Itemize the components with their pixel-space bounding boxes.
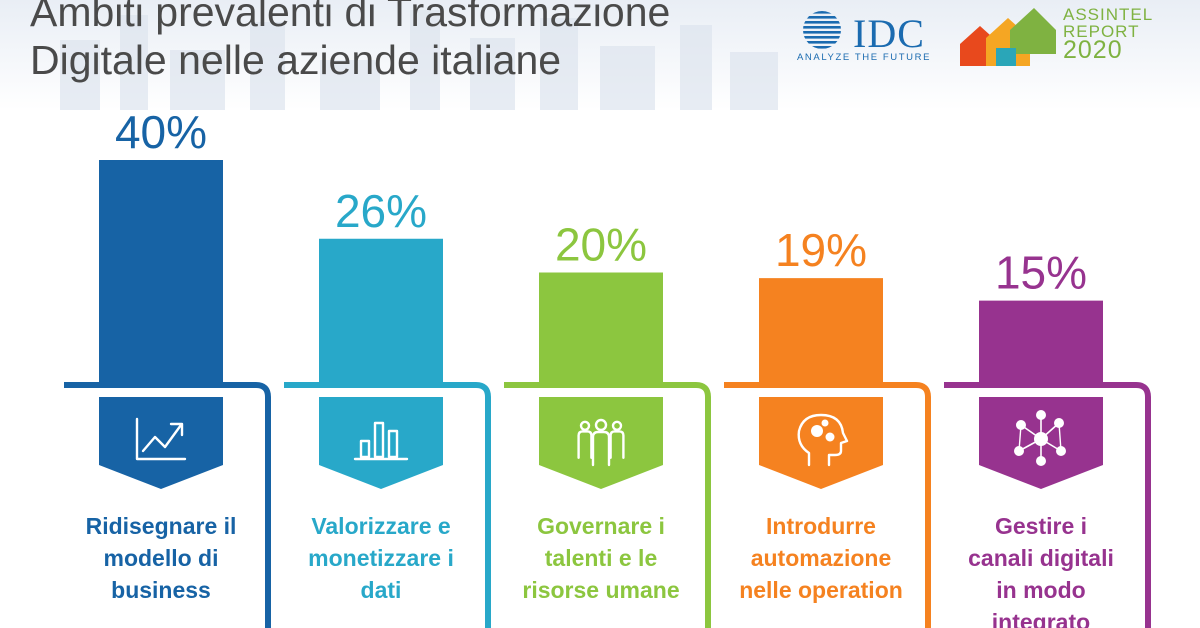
bracket-line <box>284 382 491 628</box>
assintel-houses-icon <box>960 8 1056 66</box>
category-label: monetizzare i <box>308 545 454 571</box>
icon-tab <box>319 397 443 489</box>
category-label: Introdurre <box>766 513 876 539</box>
value-label: 15% <box>995 247 1087 299</box>
idc-logo-word: IDC <box>853 11 925 56</box>
assintel-line-3: 2020 <box>1063 36 1123 64</box>
category-label: integrato <box>992 609 1090 628</box>
category-label: Governare i <box>537 513 665 539</box>
value-label: 19% <box>775 224 867 276</box>
idc-logo: IDC ANALYZE THE FUTURE <box>795 8 945 68</box>
bar-group: 40% Ridisegnare il modello di business <box>64 106 271 628</box>
brain-gears-icon <box>797 413 849 467</box>
title-line-1: Ambiti prevalenti di Trasformazione <box>30 0 671 35</box>
idc-logo-tagline: ANALYZE THE FUTURE <box>797 52 932 63</box>
category-label: dati <box>361 577 402 603</box>
growth-chart-icon <box>135 417 187 461</box>
category-label: talenti e le <box>545 545 657 571</box>
bracket-line <box>64 382 271 628</box>
page-title: Ambiti prevalenti di Trasformazione Digi… <box>30 0 670 84</box>
bar <box>979 300 1103 385</box>
bracket-line <box>944 382 1151 628</box>
bracket-line <box>724 382 931 628</box>
category-label: Valorizzare e <box>311 513 450 539</box>
category-label: automazione <box>751 545 892 571</box>
bar-group: 26% Valorizzare e monetizzare i dati <box>284 185 491 628</box>
people-group-icon <box>577 418 625 467</box>
assintel-line-2: REPORT <box>1063 22 1140 41</box>
assintel-logo: ASSINTEL REPORT 2020 <box>958 4 1193 70</box>
category-label: in modo <box>996 577 1085 603</box>
category-label: Ridisegnare il <box>86 513 237 539</box>
value-label: 20% <box>555 219 647 271</box>
value-label: 40% <box>115 106 207 158</box>
bar-group: 19% Introdurre automazione nelle operation <box>724 224 931 628</box>
category-label: canali digitali <box>968 545 1114 571</box>
idc-globe-icon <box>803 11 841 49</box>
assintel-line-1: ASSINTEL <box>1063 5 1154 24</box>
category-label: Gestire i <box>995 513 1087 539</box>
category-label: nelle operation <box>739 577 903 603</box>
category-label: modello di <box>104 545 219 571</box>
bar <box>319 238 443 385</box>
bar-chart-icon <box>353 421 409 461</box>
network-people-icon <box>1014 410 1066 466</box>
bar <box>759 278 883 385</box>
bracket-line <box>504 382 711 628</box>
category-label: business <box>111 577 211 603</box>
bar-group: 20% Governare i talenti e le risorse umane <box>504 219 711 628</box>
category-label: risorse umane <box>522 577 679 603</box>
bar <box>539 272 663 385</box>
bar-group: 15% Gestire i canali digitali in modo integr… <box>944 247 1151 628</box>
value-label: 26% <box>335 185 427 237</box>
icon-tab <box>539 397 663 489</box>
bar <box>99 160 223 385</box>
title-line-2: Digitale nelle aziende italiane <box>30 37 562 83</box>
icon-tab <box>759 397 883 489</box>
